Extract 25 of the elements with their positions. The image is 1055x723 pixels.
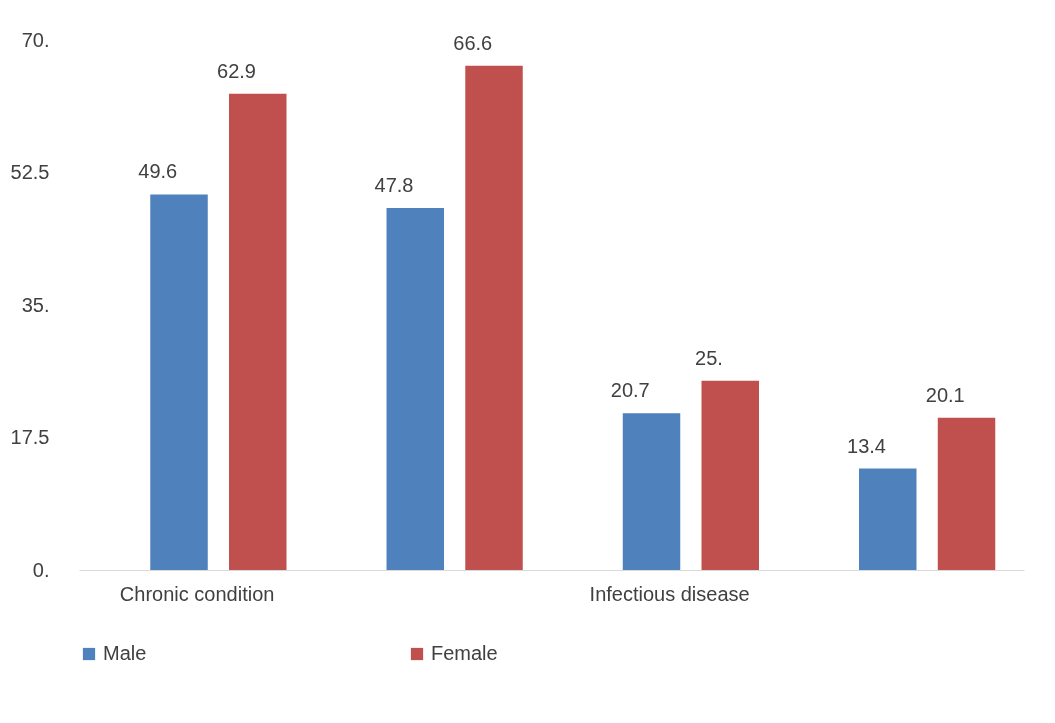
bar — [622, 413, 681, 570]
y-tick-label: 35. — [21, 293, 50, 316]
data-label: 20.7 — [610, 379, 650, 402]
data-label: 13.4 — [847, 434, 886, 457]
y-tick-label: 17.5 — [10, 426, 50, 448]
data-label: 20.1 — [925, 383, 965, 406]
legend-label: Male — [103, 642, 147, 664]
data-label: 25. — [695, 346, 723, 369]
bar — [150, 194, 208, 570]
x-tick-label: Chronic condition — [119, 582, 275, 605]
bar — [701, 380, 760, 570]
bar — [465, 65, 523, 570]
y-tick-label: 70. — [21, 28, 50, 51]
bar — [859, 468, 917, 570]
legend-label: Female — [431, 642, 498, 664]
y-tick-label: 52.5 — [10, 161, 50, 183]
y-tick-label: 0. — [32, 558, 50, 581]
bar — [229, 93, 287, 570]
data-label: 49.6 — [138, 160, 178, 183]
data-label: 47.8 — [374, 174, 414, 197]
bar — [386, 208, 445, 570]
data-label: 62.9 — [217, 59, 256, 82]
x-tick-label: Infectious disease — [589, 582, 750, 605]
data-label: 66.6 — [453, 31, 493, 54]
bar — [937, 417, 996, 570]
